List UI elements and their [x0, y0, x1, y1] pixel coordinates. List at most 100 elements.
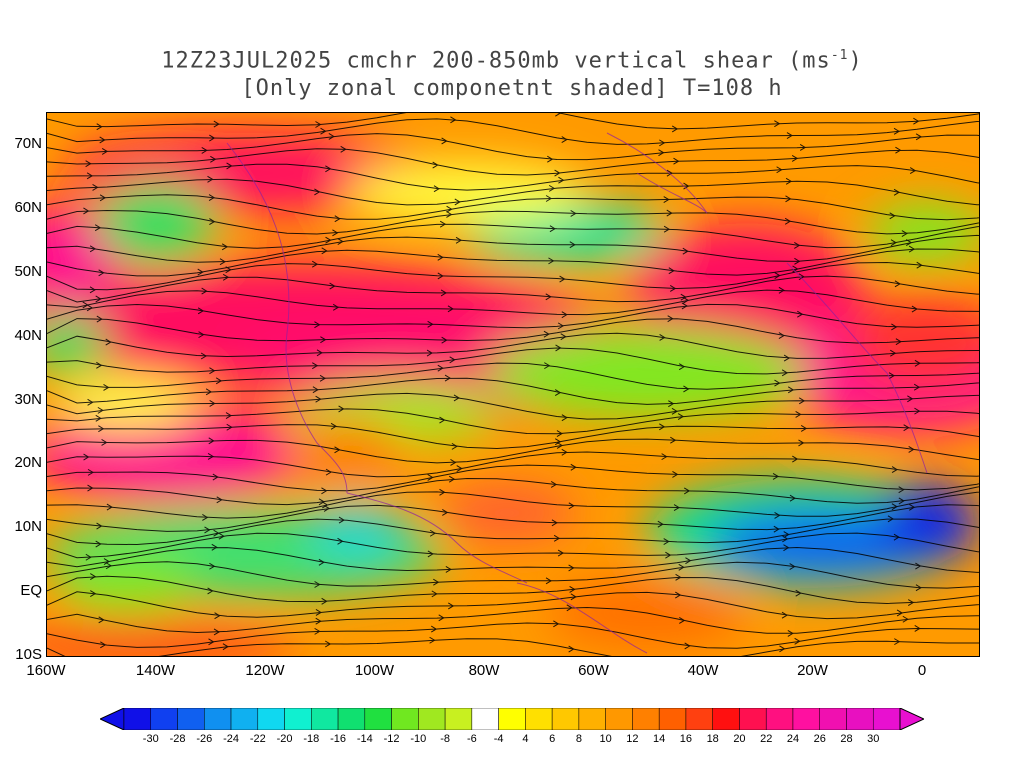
streamline-arrow [554, 438, 562, 446]
streamline [47, 546, 979, 573]
streamline-arrow [555, 113, 562, 117]
streamline-arrow [444, 374, 451, 382]
streamline-arrow [433, 578, 440, 586]
colorbar-tick-label: -20 [276, 733, 293, 745]
streamline-arrow [893, 533, 900, 541]
streamline-arrow [433, 185, 440, 193]
streamline-arrow [105, 338, 112, 346]
streamline-arrow [92, 184, 99, 191]
colorbar-swatch [230, 708, 259, 730]
streamline [47, 606, 979, 634]
streamline-arrow [315, 617, 322, 625]
streamline-arrow [545, 293, 552, 301]
streamline-arrow [908, 503, 916, 511]
streamline-arrow [432, 161, 439, 169]
streamline-arrow [101, 439, 108, 446]
streamline [47, 424, 979, 450]
streamline-arrow [568, 645, 575, 653]
lat-label: 60N [14, 198, 42, 216]
streamline [47, 638, 979, 656]
streamline [47, 622, 979, 649]
streamline-arrow [800, 425, 808, 432]
streamline-arrow [96, 123, 103, 131]
colorbar-tick-label: 6 [549, 733, 556, 745]
colorbar-tick-label: -16 [330, 733, 347, 745]
streamline-arrow [209, 562, 216, 570]
streamline [47, 518, 979, 546]
streamline-arrow [787, 629, 794, 637]
streamline-arrow [101, 148, 109, 155]
streamline-arrow [96, 522, 103, 530]
streamline-arrow [225, 266, 232, 274]
streamline-arrow [437, 253, 444, 261]
streamline-arrow [315, 609, 322, 616]
streamline-arrow [659, 139, 666, 147]
streamline-arrow [675, 573, 682, 581]
streamline-arrow [916, 261, 923, 269]
streamline-arrow [437, 272, 444, 280]
streamline-arrow [90, 573, 97, 581]
streamline-arrow [550, 481, 558, 488]
streamline-arrow [89, 245, 97, 253]
streamline-arrow [321, 597, 328, 605]
streamline-arrow [441, 137, 448, 145]
streamline-arrow [683, 182, 690, 190]
streamline-arrow [332, 303, 340, 311]
streamline-layer [47, 113, 979, 656]
streamline-arrow [559, 275, 566, 283]
streamline-arrow [208, 437, 215, 445]
streamline-arrow [95, 414, 102, 422]
streamline-arrow [891, 466, 899, 473]
colorbar-over-arrow [899, 708, 924, 730]
streamline-arrow [314, 627, 321, 635]
streamline-arrow [794, 257, 801, 265]
streamline-arrow [316, 349, 323, 357]
streamline-arrow [783, 531, 790, 538]
streamline-arrow [673, 504, 681, 512]
coastline [786, 262, 928, 474]
colorbar-tick-label: 4 [522, 733, 529, 745]
streamline-arrow [798, 397, 806, 405]
streamline-arrow [208, 638, 215, 646]
colorbar-swatch [391, 708, 419, 730]
streamline-arrow [430, 625, 438, 633]
colorbar-tick-label: 12 [626, 733, 639, 745]
streamline-arrow [427, 474, 434, 481]
streamline-arrow [209, 367, 216, 375]
streamline-arrow [210, 155, 217, 163]
streamline-arrow [315, 121, 322, 128]
streamline-arrow [570, 210, 577, 217]
streamline-arrow [437, 364, 444, 372]
streamline-arrow [915, 133, 923, 141]
colorbar-tick-label: -12 [383, 733, 400, 745]
colorbar-tick-label: -18 [303, 733, 320, 745]
colorbar-swatch [364, 708, 392, 730]
streamline-arrow [911, 305, 918, 313]
streamline-arrow [893, 188, 901, 196]
streamline-arrow [85, 160, 92, 168]
colorbar-tick-label: 8 [575, 733, 582, 745]
streamline-arrow [202, 514, 209, 521]
streamline-arrow [669, 285, 677, 292]
streamline [47, 477, 979, 506]
colorbar-tick-label: -14 [356, 733, 373, 745]
streamline-arrow [548, 184, 556, 192]
colorbar-tick-label: 22 [760, 733, 773, 745]
streamline-arrow [99, 136, 106, 144]
streamline-arrow [198, 331, 205, 339]
streamline-arrow [209, 134, 216, 142]
lat-label: 40N [14, 326, 42, 344]
streamline-arrow [440, 289, 448, 297]
streamline-arrow [668, 267, 675, 275]
map-title-line-2: [Only zonal componetnt shaded] T=108 h [241, 76, 783, 101]
streamline-arrow [679, 617, 686, 624]
colorbar-swatch [846, 708, 874, 730]
streamline-arrow [216, 496, 223, 504]
streamline-arrow [329, 282, 336, 290]
lat-label: 30N [14, 390, 42, 408]
lon-label: 140W [135, 662, 176, 679]
streamline-arrow [226, 423, 233, 431]
streamline-arrow [568, 502, 575, 510]
coastline [516, 582, 648, 654]
streamline-arrow [682, 247, 689, 255]
